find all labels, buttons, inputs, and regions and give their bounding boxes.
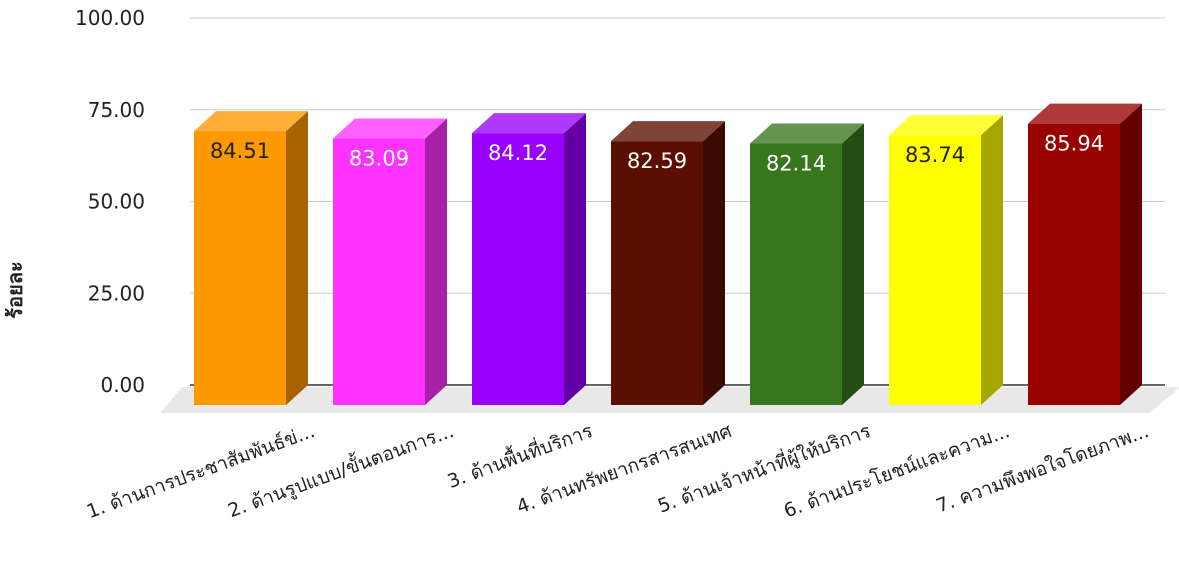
bar: 82.59 [611,121,725,406]
bar-front [750,143,842,405]
data-label: 84.12 [488,141,548,165]
bar-front [333,138,425,405]
y-tick-label: 25.00 [88,281,145,305]
bar: 84.51 [194,111,308,405]
bar: 83.09 [333,118,447,405]
y-tick-label: 100.00 [75,6,145,30]
bar-top [611,121,725,142]
y-tick-label: 0.00 [100,373,145,397]
bar: 83.74 [889,115,1003,405]
data-label: 84.51 [210,139,270,163]
bar: 84.12 [472,113,586,406]
bar-side [425,118,447,405]
bars: 84.51 83.09 84.12 82.59 82.14 83.74 85.94 [194,103,1142,406]
bar: 82.14 [750,123,864,406]
bar-front [611,141,703,405]
bar-top [1028,103,1142,124]
bar-side [286,111,308,405]
data-label: 85.94 [1044,132,1104,156]
bar-side [564,113,586,406]
bar-top [750,123,864,144]
x-tick-label: 6. ด้านประโยชน์และความ... [781,419,1013,522]
bar-front [194,131,286,405]
data-label: 83.09 [349,147,409,171]
x-tick-label: 2. ด้านรูปแบบ/ขั้นตอนการ... [224,417,457,522]
bar-side [842,123,864,406]
bar-top [333,118,447,139]
bar: 85.94 [1028,103,1142,405]
y-tick-label: 75.00 [88,98,145,122]
bar-top [194,111,308,132]
bar-side [703,121,725,406]
bar-top [472,113,586,134]
x-axis-ticks: 1. ด้านการประชาสัมพันธ์ข่...2. ด้านรูปแบ… [84,417,1152,523]
bar-side [1120,103,1142,405]
bar-front [1028,123,1120,405]
y-axis-label: ร้อยละ [3,261,27,318]
y-tick-label: 50.00 [88,190,145,214]
data-label: 82.59 [627,149,687,173]
bar-front [472,133,564,405]
x-tick-label: 1. ด้านการประชาสัมพันธ์ข่... [84,420,318,523]
data-label: 83.74 [905,143,965,167]
data-label: 82.14 [766,152,826,176]
bar-side [981,115,1003,405]
bar-front [889,135,981,405]
bar-top [889,115,1003,136]
y-axis-ticks: 0.00 25.00 50.00 75.00 100.00 [75,6,145,397]
